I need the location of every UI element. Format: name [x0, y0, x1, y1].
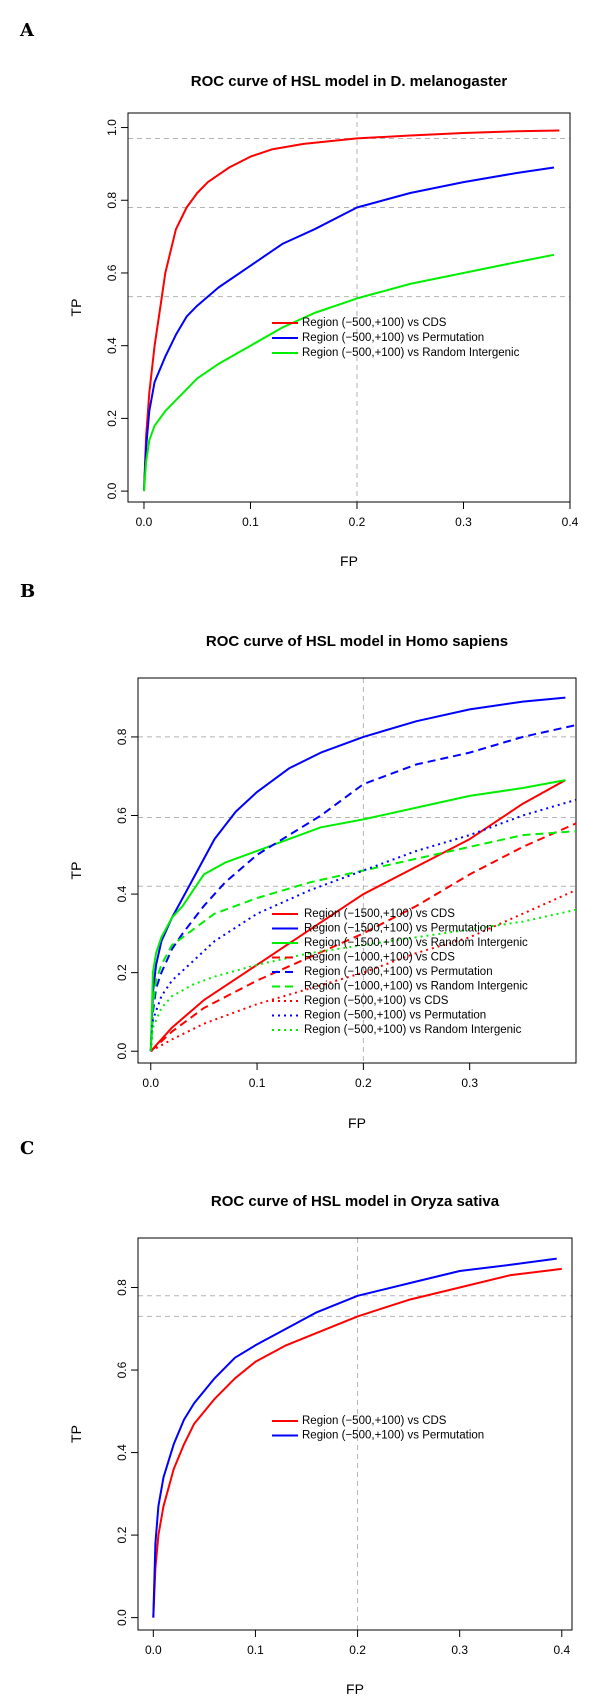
legend: Region (−500,+100) vs CDS Region (−500,+1…: [272, 317, 520, 359]
legend: Region (−1500,+100) vs CDS Region (−1500,…: [272, 908, 528, 1036]
y-tick-label: 0.4: [115, 885, 129, 902]
series-line-4: [150, 822, 576, 1052]
y-tick-label: 0.8: [115, 728, 129, 745]
x-tick-label: 0.4: [562, 515, 579, 529]
y-tick-label: 0.6: [115, 807, 129, 824]
y-tick-label: 0.0: [115, 1043, 129, 1060]
y-tick-label: 0.0: [115, 1609, 129, 1626]
x-tick-label: 0.2: [355, 1076, 372, 1090]
series-line-5: [149, 724, 576, 1052]
x-tick-label: 0.3: [455, 515, 472, 529]
x-tick-label: 0.1: [247, 1643, 264, 1657]
y-tick-label: 1.0: [105, 119, 119, 136]
chart-title: ROC curve of HSL model in Homo sapiens: [206, 633, 508, 650]
x-tick-label: 0.3: [451, 1643, 468, 1657]
y-axis-label: TP: [68, 862, 84, 880]
legend-label: Region (−500,+100) vs CDS: [304, 995, 449, 1007]
series-line-2: [149, 696, 566, 1052]
panel-letter: A: [19, 20, 35, 41]
legend-label: Region (−1000,+100) vs CDS: [304, 952, 455, 964]
x-tick-label: 0.0: [142, 1076, 159, 1090]
legend-label: Region (−1000,+100) vs Random Intergenic: [304, 981, 528, 993]
y-tick-label: 0.2: [115, 964, 129, 981]
plot-frame: [137, 677, 577, 1064]
legend-label: Region (−500,+100) vs Random Intergenic: [302, 347, 520, 359]
x-tick-label: 0.3: [461, 1076, 478, 1090]
legend-label: Region (−500,+100) vs Random Intergenic: [304, 1024, 522, 1036]
y-tick-label: 0.2: [105, 410, 119, 427]
panel-letter: C: [20, 1138, 34, 1159]
series-line-1: [150, 779, 566, 1052]
plot-frame: [137, 1237, 573, 1631]
series-line-7: [150, 889, 576, 1053]
legend-label: Region (−1500,+100) vs Random Intergenic: [304, 937, 528, 949]
series-line-1: [143, 129, 560, 492]
y-tick-label: 0.8: [105, 192, 119, 209]
x-tick-label: 0.0: [145, 1643, 162, 1657]
x-tick-label: 0.0: [136, 515, 153, 529]
series-line-2: [143, 166, 555, 492]
series-line-1: [152, 1267, 562, 1618]
panel-b: B ROC curve of HSL model in Homo sapiens 0…: [20, 581, 577, 1131]
legend-label: Region (−500,+100) vs Permutation: [302, 332, 484, 344]
y-tick-label: 0.4: [105, 337, 119, 354]
legend-label: Region (−500,+100) vs Permutation: [304, 1010, 486, 1022]
legend: Region (−500,+100) vs CDS Region (−500,+1…: [272, 1415, 484, 1442]
series-line-3: [143, 253, 555, 492]
y-axis-label: TP: [68, 299, 84, 317]
x-tick-label: 0.2: [349, 1643, 366, 1657]
x-tick-label: 0.1: [242, 515, 259, 529]
y-tick-label: 0.2: [115, 1526, 129, 1543]
x-tick-label: 0.2: [349, 515, 366, 529]
x-axis-label: FP: [340, 553, 358, 569]
legend-label: Region (−1500,+100) vs Permutation: [304, 923, 493, 935]
x-tick-label: 0.4: [553, 1643, 570, 1657]
x-tick-label: 0.1: [249, 1076, 266, 1090]
legend-label: Region (−500,+100) vs Permutation: [302, 1430, 484, 1442]
plot-frame: [127, 112, 571, 503]
legend-label: Region (−500,+100) vs CDS: [302, 1415, 447, 1427]
y-tick-label: 0.4: [115, 1444, 129, 1461]
y-tick-label: 0.8: [115, 1279, 129, 1296]
x-axis-label: FP: [346, 1681, 364, 1697]
y-tick-label: 0.6: [105, 264, 119, 281]
legend-label: Region (−1500,+100) vs CDS: [304, 908, 455, 920]
legend-label: Region (−500,+100) vs CDS: [302, 317, 447, 329]
x-axis-label: FP: [348, 1115, 366, 1131]
chart-title: ROC curve of HSL model in Oryza sativa: [211, 1193, 500, 1210]
y-tick-label: 0.0: [105, 482, 119, 499]
series-line-3: [149, 779, 566, 1052]
series-line-2: [152, 1257, 557, 1618]
chart-title: ROC curve of HSL model in D. melanogaste…: [191, 73, 508, 90]
y-tick-label: 0.6: [115, 1361, 129, 1378]
panel-letter: B: [20, 581, 35, 602]
series-line-6: [149, 830, 576, 1052]
series-line-9: [149, 908, 576, 1052]
y-axis-label: TP: [68, 1425, 84, 1443]
legend-label: Region (−1000,+100) vs Permutation: [304, 966, 493, 978]
panel-c: C ROC curve of HSL model in Oryza sativa 0…: [20, 1138, 573, 1697]
panel-a: A ROC curve of HSL model in D. melanogast…: [19, 20, 579, 569]
